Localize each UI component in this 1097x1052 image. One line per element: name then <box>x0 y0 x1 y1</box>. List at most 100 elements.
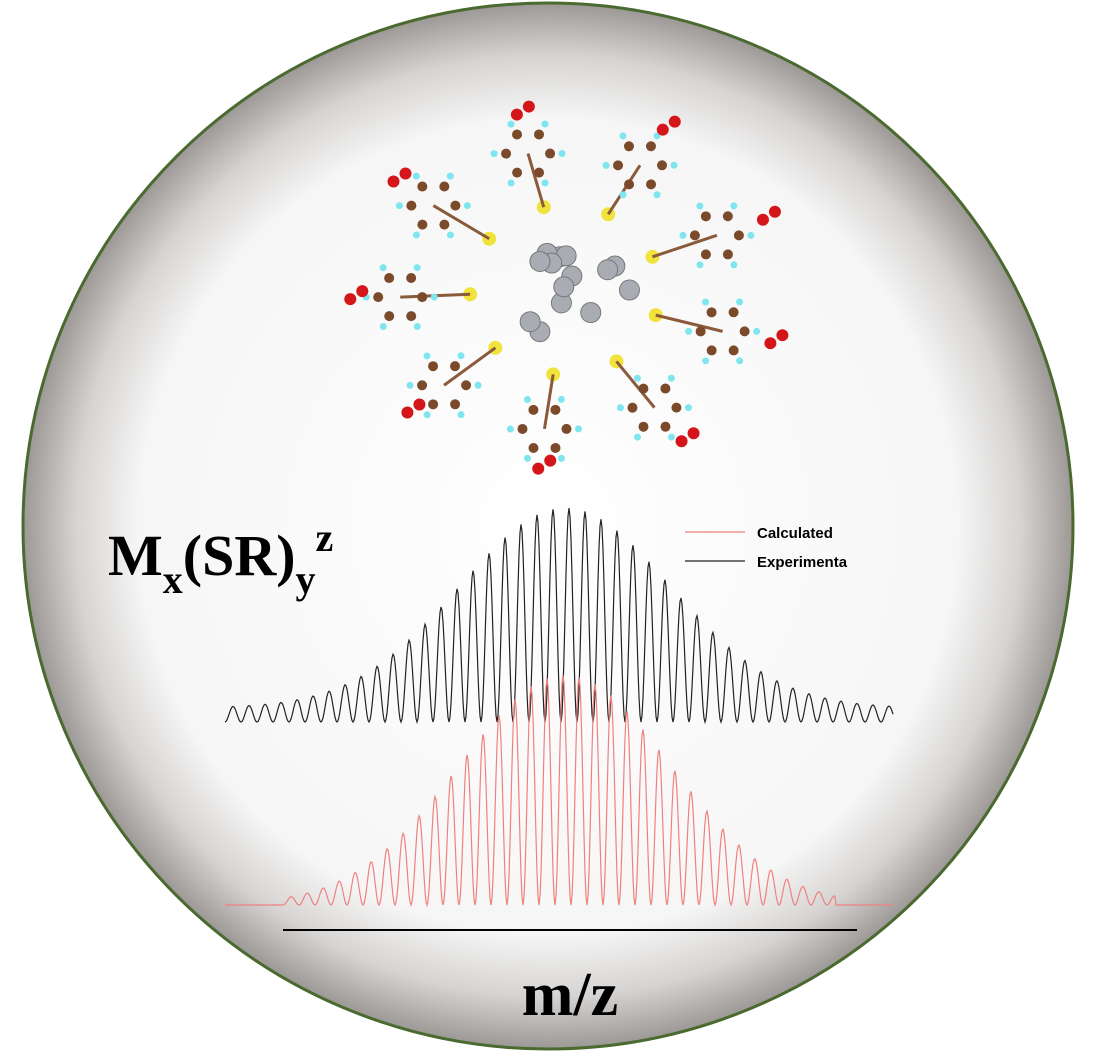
legend-label: Experimenta <box>757 554 848 571</box>
hydrogen-atom <box>413 232 420 239</box>
carbon-atom <box>660 422 670 432</box>
axis-label: m/z <box>522 961 618 1029</box>
oxygen-atom <box>769 206 781 218</box>
carbon-atom <box>528 443 538 453</box>
oxygen-atom <box>413 398 425 410</box>
hydrogen-atom <box>730 202 737 209</box>
carbon-atom <box>512 168 522 178</box>
carbon-atom <box>517 424 527 434</box>
carbon-atom <box>729 345 739 355</box>
hydrogen-atom <box>464 202 471 209</box>
hydrogen-atom <box>668 434 675 441</box>
carbon-atom <box>660 384 670 394</box>
hydrogen-atom <box>457 352 464 359</box>
formula-part: y <box>296 557 316 602</box>
metal-atom <box>581 303 601 323</box>
carbon-atom <box>740 326 750 336</box>
carbon-atom <box>461 380 471 390</box>
hydrogen-atom <box>508 121 515 128</box>
hydrogen-atom <box>507 425 514 432</box>
carbon-atom <box>384 273 394 283</box>
hydrogen-atom <box>575 425 582 432</box>
metal-atom <box>520 312 540 332</box>
hydrogen-atom <box>559 150 566 157</box>
hydrogen-atom <box>396 202 403 209</box>
carbon-atom <box>406 201 416 211</box>
hydrogen-atom <box>413 173 420 180</box>
hydrogen-atom <box>702 298 709 305</box>
carbon-atom <box>439 181 449 191</box>
carbon-atom <box>671 403 681 413</box>
hydrogen-atom <box>424 352 431 359</box>
hydrogen-atom <box>696 202 703 209</box>
hydrogen-atom <box>458 411 465 418</box>
hydrogen-atom <box>696 261 703 268</box>
hydrogen-atom <box>558 396 565 403</box>
hydrogen-atom <box>558 455 565 462</box>
carbon-atom <box>627 403 637 413</box>
formula-part: z <box>316 515 334 560</box>
carbon-atom <box>417 380 427 390</box>
hydrogen-atom <box>702 357 709 364</box>
oxygen-atom <box>356 285 368 297</box>
carbon-atom <box>646 179 656 189</box>
metal-atom <box>598 260 618 280</box>
carbon-atom <box>439 220 449 230</box>
carbon-atom <box>428 399 438 409</box>
hydrogen-atom <box>730 261 737 268</box>
carbon-atom <box>734 230 744 240</box>
hydrogen-atom <box>475 382 482 389</box>
hydrogen-atom <box>634 434 641 441</box>
metal-atom <box>530 251 550 271</box>
hydrogen-atom <box>671 162 678 169</box>
hydrogen-atom <box>431 294 438 301</box>
carbon-atom <box>550 443 560 453</box>
oxygen-atom <box>764 337 776 349</box>
carbon-atom <box>696 326 706 336</box>
hydrogen-atom <box>524 396 531 403</box>
hydrogen-atom <box>542 179 549 186</box>
carbon-atom <box>657 160 667 170</box>
formula-part: x <box>163 557 183 602</box>
carbon-atom <box>729 307 739 317</box>
carbon-atom <box>417 292 427 302</box>
metal-atom <box>619 280 639 300</box>
formula-part: (SR) <box>183 523 296 588</box>
hydrogen-atom <box>654 191 661 198</box>
carbon-atom <box>373 292 383 302</box>
hydrogen-atom <box>414 264 421 271</box>
carbon-atom <box>638 422 648 432</box>
carbon-atom <box>534 168 544 178</box>
legend-label: Calculated <box>757 525 833 542</box>
oxygen-atom <box>523 101 535 113</box>
carbon-atom <box>707 307 717 317</box>
hydrogen-atom <box>447 232 454 239</box>
carbon-atom <box>707 345 717 355</box>
hydrogen-atom <box>380 323 387 330</box>
hydrogen-atom <box>685 328 692 335</box>
hydrogen-atom <box>447 173 454 180</box>
carbon-atom <box>545 149 555 159</box>
hydrogen-atom <box>685 404 692 411</box>
oxygen-atom <box>344 293 356 305</box>
carbon-atom <box>417 220 427 230</box>
hydrogen-atom <box>541 121 548 128</box>
carbon-atom <box>384 311 394 321</box>
carbon-atom <box>450 399 460 409</box>
carbon-atom <box>528 405 538 415</box>
hydrogen-atom <box>668 375 675 382</box>
hydrogen-atom <box>753 328 760 335</box>
oxygen-atom <box>676 435 688 447</box>
carbon-atom <box>406 273 416 283</box>
oxygen-atom <box>657 124 669 136</box>
carbon-atom <box>534 129 544 139</box>
hydrogen-atom <box>679 232 686 239</box>
carbon-atom <box>624 141 634 151</box>
hydrogen-atom <box>617 404 624 411</box>
carbon-atom <box>561 424 571 434</box>
carbon-atom <box>450 361 460 371</box>
hydrogen-atom <box>747 232 754 239</box>
oxygen-atom <box>511 109 523 121</box>
carbon-atom <box>723 211 733 221</box>
oxygen-atom <box>401 406 413 418</box>
